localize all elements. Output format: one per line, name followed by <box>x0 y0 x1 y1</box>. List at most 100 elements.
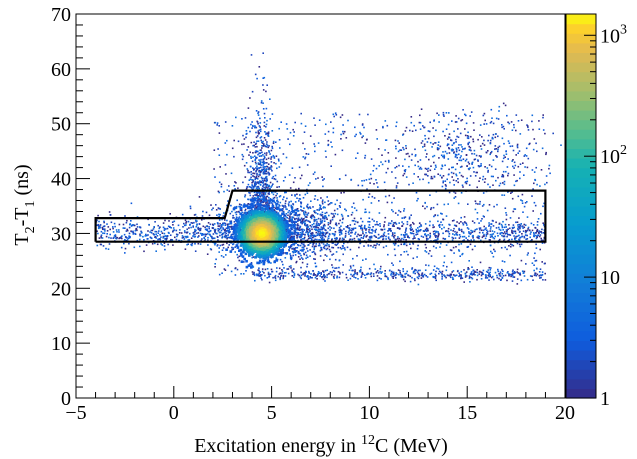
data-point <box>236 220 238 223</box>
data-point <box>465 122 468 125</box>
data-point <box>322 226 325 229</box>
data-point <box>410 214 412 216</box>
data-point <box>468 141 471 144</box>
data-point <box>497 150 499 153</box>
data-point <box>288 249 290 251</box>
data-point <box>168 232 170 234</box>
data-point <box>405 126 408 129</box>
data-point <box>480 239 482 242</box>
data-point <box>470 276 473 279</box>
data-point <box>510 192 512 194</box>
data-point <box>380 265 382 268</box>
data-point <box>200 227 202 230</box>
data-point <box>498 105 501 108</box>
data-point <box>483 225 485 228</box>
data-point <box>400 239 402 241</box>
data-point <box>408 216 411 219</box>
data-point <box>441 270 444 273</box>
data-point <box>367 245 370 247</box>
data-point <box>426 276 429 278</box>
data-point <box>298 227 301 230</box>
data-point <box>475 202 477 205</box>
data-point <box>207 239 209 241</box>
data-point <box>114 225 116 228</box>
data-point <box>452 270 455 272</box>
data-point <box>299 244 302 247</box>
data-point <box>322 224 325 227</box>
data-point <box>365 258 367 260</box>
data-point <box>391 220 393 222</box>
data-point <box>172 244 174 246</box>
data-point <box>252 186 255 188</box>
data-point <box>474 175 477 177</box>
data-point <box>360 276 363 278</box>
data-point <box>340 213 343 216</box>
data-point <box>445 244 448 246</box>
data-point <box>197 228 200 231</box>
data-point <box>505 170 507 173</box>
data-point <box>238 259 241 262</box>
data-point <box>534 179 537 182</box>
data-point <box>255 273 258 275</box>
data-point <box>226 242 228 245</box>
data-point <box>270 165 273 167</box>
data-point <box>164 235 167 237</box>
data-point <box>187 243 189 245</box>
data-point <box>258 181 260 183</box>
data-point <box>256 165 258 167</box>
data-point <box>492 233 495 235</box>
data-point <box>483 139 485 142</box>
data-point <box>520 259 523 262</box>
data-point <box>236 253 238 256</box>
data-point <box>309 255 311 257</box>
data-point <box>478 235 481 238</box>
data-point <box>404 216 407 218</box>
data-point <box>497 268 499 271</box>
data-point <box>266 201 269 203</box>
data-point <box>263 155 266 158</box>
data-point <box>109 228 111 231</box>
data-point <box>459 235 462 238</box>
data-point <box>147 230 149 232</box>
data-point <box>420 142 423 144</box>
data-point <box>132 233 135 235</box>
data-point <box>417 272 420 275</box>
data-point <box>202 210 204 213</box>
data-point <box>240 273 242 275</box>
data-point <box>403 242 406 244</box>
data-point <box>398 227 400 229</box>
data-point <box>224 234 227 236</box>
data-point <box>262 52 264 54</box>
data-point <box>467 137 470 140</box>
data-point <box>267 157 270 160</box>
data-point <box>489 139 492 142</box>
data-point <box>301 220 303 223</box>
data-point <box>429 194 431 196</box>
data-point <box>368 211 371 214</box>
data-point <box>403 243 405 246</box>
data-point <box>211 237 214 240</box>
data-point <box>425 246 427 249</box>
data-point <box>327 203 330 206</box>
data-point <box>500 223 503 226</box>
data-point <box>513 230 515 233</box>
data-point <box>284 200 287 202</box>
data-point <box>506 272 509 274</box>
data-point <box>289 246 292 248</box>
data-point <box>308 231 310 234</box>
data-point <box>424 269 427 271</box>
data-point <box>255 150 257 152</box>
data-point <box>301 222 303 225</box>
data-point <box>549 172 551 175</box>
data-point <box>463 235 466 238</box>
data-point <box>353 207 356 209</box>
data-point <box>365 236 367 238</box>
data-point <box>519 245 522 248</box>
data-point <box>373 234 376 237</box>
data-point <box>255 197 257 200</box>
data-point <box>463 269 465 271</box>
data-point <box>252 124 254 127</box>
data-point <box>321 276 323 278</box>
data-point <box>424 207 426 210</box>
data-point <box>360 224 363 227</box>
